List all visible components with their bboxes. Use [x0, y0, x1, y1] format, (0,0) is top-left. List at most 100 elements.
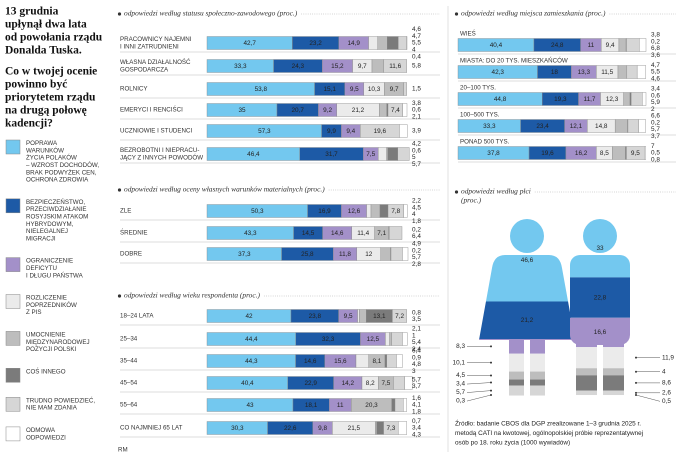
value-label: 5,5 — [651, 69, 660, 76]
value-label: 0,2 — [412, 226, 421, 233]
value-label: 19,6 — [374, 128, 387, 135]
value-label: 21,2 — [352, 107, 365, 114]
bar-segment — [636, 65, 647, 79]
value-label: 40,4 — [490, 42, 503, 49]
value-label: 5,5 — [412, 40, 421, 47]
value-label: 7,3 — [386, 425, 395, 432]
value-label: 9,7 — [390, 86, 399, 93]
category-label: I INNI ZATRUDNIENI — [120, 43, 179, 50]
value-label: 21,2 — [521, 317, 534, 324]
value-label: 12 — [365, 251, 373, 258]
question: powinno być — [5, 79, 67, 91]
category-label: CO NAJMNIEJ 65 LAT — [120, 425, 183, 432]
value-label: 6,4 — [412, 347, 421, 354]
bullet — [117, 294, 122, 298]
value-label: 44,8 — [494, 96, 507, 103]
category-label: 18–24 LATA — [120, 313, 154, 320]
leader-dot — [490, 394, 492, 396]
value-label: 11 — [588, 42, 595, 49]
bar-segment — [387, 147, 398, 161]
legend-swatch — [5, 294, 21, 309]
bar-segment — [368, 36, 379, 50]
subtitle: (proc.) — [461, 196, 482, 205]
value-label: 5,7 — [412, 376, 421, 383]
value-label: 7,5 — [381, 380, 390, 387]
value-label: 10,3 — [368, 86, 381, 93]
value-label: 8,3 — [456, 343, 465, 350]
value-label: 1,6 — [412, 395, 421, 402]
value-label: 7,2 — [395, 313, 404, 320]
legend-swatch — [5, 139, 21, 155]
leader — [466, 394, 492, 402]
value-label: 15,1 — [323, 86, 336, 93]
category-label: PRACOWNICY NAJEMNI — [120, 36, 192, 43]
value-label: 7 — [651, 143, 655, 150]
value-label: 9,4 — [346, 128, 355, 135]
leader-dot — [635, 381, 637, 384]
value-label: 23,2 — [309, 40, 322, 47]
value-label: 4,6 — [412, 26, 421, 33]
bar-segment — [385, 332, 390, 346]
value-label: 5,7 — [456, 389, 465, 396]
value-label: 13,1 — [373, 313, 386, 320]
value-label: 11 — [337, 402, 344, 409]
legend-label: ŻYCIA POLAKÓW — [26, 155, 77, 162]
value-label: 5,8 — [412, 63, 421, 70]
value-label: 46,4 — [247, 151, 260, 158]
legend-label: POZYCJI POLSKI — [26, 346, 76, 353]
value-label: 4,5 — [456, 372, 465, 379]
bar-segment — [626, 65, 638, 79]
value-label: 0,5 — [651, 150, 660, 157]
value-label: 12,6 — [348, 208, 361, 215]
value-label: 24,3 — [292, 63, 305, 70]
category-label: WIEŚ — [460, 30, 476, 38]
value-label: 2,1 — [412, 325, 421, 332]
value-label: 37,8 — [487, 150, 500, 157]
bar-segment — [398, 421, 408, 435]
bar-segment — [403, 398, 408, 412]
value-label: 15,2 — [331, 63, 344, 70]
legend-label: DEFICYTU — [26, 265, 57, 272]
value-label: 5 — [412, 154, 416, 161]
value-label: 50,3 — [251, 208, 264, 215]
question: kadencji? — [5, 118, 53, 130]
value-label: 4,5 — [412, 204, 421, 211]
legend-label: PRZECIWDZIAŁANIE — [26, 206, 87, 213]
bar-segment — [359, 309, 367, 323]
leader-dot — [635, 391, 637, 394]
value-label: 5,7 — [412, 254, 421, 261]
bar-segment — [638, 119, 646, 133]
legend-label: MIĘDZYNARODOWEJ — [26, 339, 90, 346]
value-label: 12,1 — [570, 123, 583, 130]
legend-label: POPRZEDNIKÓW — [26, 302, 77, 309]
source: metodą CATI na kwotowej, ogólnopolskiej … — [455, 430, 643, 437]
bar-segment — [394, 398, 404, 412]
bar-segment — [390, 247, 403, 261]
category-label: ZLE — [120, 208, 131, 215]
bar-segment — [623, 92, 631, 106]
value-label: 11,9 — [662, 354, 674, 361]
value-label: 0,4 — [412, 53, 421, 60]
bar-segment — [617, 65, 628, 79]
value-label: 14,9 — [347, 40, 360, 47]
category-label: GOSPODARCZA — [120, 66, 169, 73]
value-label: 21,5 — [348, 425, 361, 432]
bar-segment — [384, 354, 387, 368]
bar-segment — [386, 354, 397, 368]
value-label: 3,4 — [412, 425, 421, 432]
bar-segment — [403, 82, 407, 96]
category-label: 25–34 — [120, 336, 138, 343]
category-label: PONAD 500 TYS. — [460, 139, 510, 146]
value-label: 18,1 — [305, 402, 318, 409]
category-label: ROLNICY — [120, 86, 148, 93]
value-label: 6,6 — [651, 112, 660, 119]
legend-swatch — [5, 198, 21, 214]
bar-segment — [403, 204, 408, 218]
value-label: 9,8 — [318, 425, 327, 432]
bar-segment — [391, 398, 396, 412]
value-label: 2,4 — [412, 346, 421, 353]
bar-segment — [387, 36, 399, 50]
bar-segment — [380, 247, 391, 261]
heading: upłynął dwa lata — [5, 19, 87, 31]
